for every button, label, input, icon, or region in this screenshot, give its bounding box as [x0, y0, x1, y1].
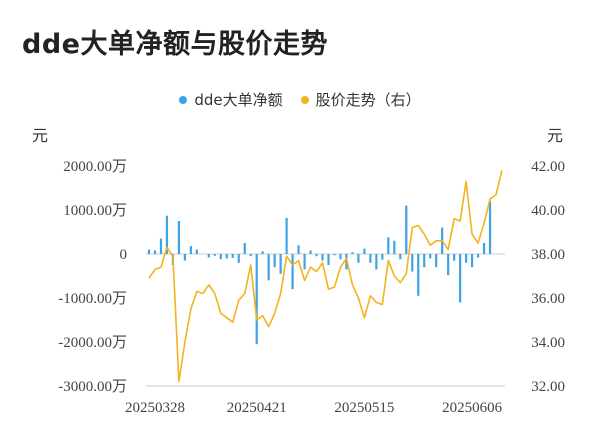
legend-item-dde[interactable]: dde大单净额 [179, 89, 283, 110]
dde-bar [417, 254, 420, 296]
price-line [148, 170, 503, 383]
dde-bar [267, 254, 270, 281]
right-axis-unit: 元 [547, 126, 564, 145]
dde-bar [333, 254, 336, 256]
dde-bar [303, 254, 306, 270]
dde-bar [423, 254, 426, 268]
dde-bar [470, 254, 474, 268]
x-axis-tick-label: 20250328 [125, 400, 185, 416]
legend-item-price[interactable]: 股价走势（右） [300, 89, 421, 110]
dde-bar [476, 254, 480, 258]
dde-bar [357, 254, 360, 263]
dde-bar [153, 250, 157, 254]
dde-bar [219, 254, 222, 260]
dde-bar [261, 251, 264, 254]
dde-bar [195, 249, 198, 254]
dde-bar [339, 254, 342, 260]
dde-bar [482, 243, 486, 254]
left-axis-tick-label: 2000.00万 [63, 159, 127, 175]
right-axis-tick-label: 34.00 [531, 335, 565, 351]
right-axis-tick-label: 38.00 [531, 247, 565, 263]
dde-bar [225, 254, 228, 259]
dde-bar [321, 254, 324, 261]
dde-bar [183, 254, 186, 261]
dde-bar [459, 254, 462, 303]
dde-bar [405, 205, 408, 254]
right-axis-tick-label: 42.00 [531, 159, 565, 175]
dde-bar [453, 254, 456, 261]
dde-bar [375, 254, 378, 270]
dde-bar [189, 246, 192, 254]
left-axis-tick-label: -2000.00万 [58, 335, 127, 351]
dde-bar [381, 254, 384, 260]
left-axis-tick-label: 1000.00万 [63, 203, 127, 219]
dde-bar [147, 249, 151, 254]
dde-bar [411, 254, 414, 272]
dde-bar [159, 238, 163, 254]
right-axis-tick-label: 40.00 [531, 203, 565, 219]
dde-bar [177, 221, 181, 254]
legend-dot-price-icon [300, 95, 309, 104]
dde-bar [309, 250, 312, 254]
dde-bar [435, 254, 438, 268]
dde-bar [249, 254, 252, 257]
dde-bar [255, 254, 258, 345]
left-axis-tick-label: -3000.00万 [58, 379, 127, 395]
right-axis-tick-label: 36.00 [531, 291, 565, 307]
legend-label-dde: dde大单净额 [194, 91, 283, 109]
dde-bar [465, 254, 468, 263]
dde-bar [363, 248, 366, 254]
dde-bar [351, 252, 354, 254]
left-axis-tick-label: -1000.00万 [58, 291, 127, 307]
dde-bar [315, 254, 318, 257]
x-axis-tick-label: 20250606 [442, 400, 503, 416]
dde-bar [291, 254, 294, 290]
dde-bar [231, 254, 234, 258]
dde-bar [429, 254, 432, 259]
dde-bar [387, 237, 390, 254]
right-axis-tick-label: 32.00 [531, 379, 565, 395]
x-axis-tick-label: 20250515 [334, 400, 394, 416]
legend-label-price: 股价走势（右） [315, 91, 421, 109]
dde-bar [285, 217, 288, 254]
dde-bar [279, 254, 282, 274]
dde-bar [237, 254, 240, 263]
dde-bar [297, 245, 300, 254]
dde-bar [488, 201, 492, 254]
dde-bar [207, 254, 210, 258]
dde-bar [213, 254, 216, 256]
dde-bar [273, 254, 276, 268]
left-axis-tick-label: 0 [120, 247, 128, 263]
dde-bar [327, 254, 330, 265]
dde-bar [399, 254, 402, 260]
x-axis-tick-label: 20250421 [227, 400, 287, 416]
dde-bar [369, 254, 372, 263]
dde-bar [165, 215, 169, 254]
dde-bar [447, 254, 450, 276]
legend-dot-dde-icon [179, 95, 188, 104]
dde-bar [243, 243, 246, 254]
dde-bar [393, 240, 396, 254]
chart-title: dde大单净额与股价走势 [22, 29, 328, 60]
left-axis-unit: 元 [32, 126, 49, 145]
chart-legend: dde大单净额 股价走势（右） [0, 89, 600, 110]
